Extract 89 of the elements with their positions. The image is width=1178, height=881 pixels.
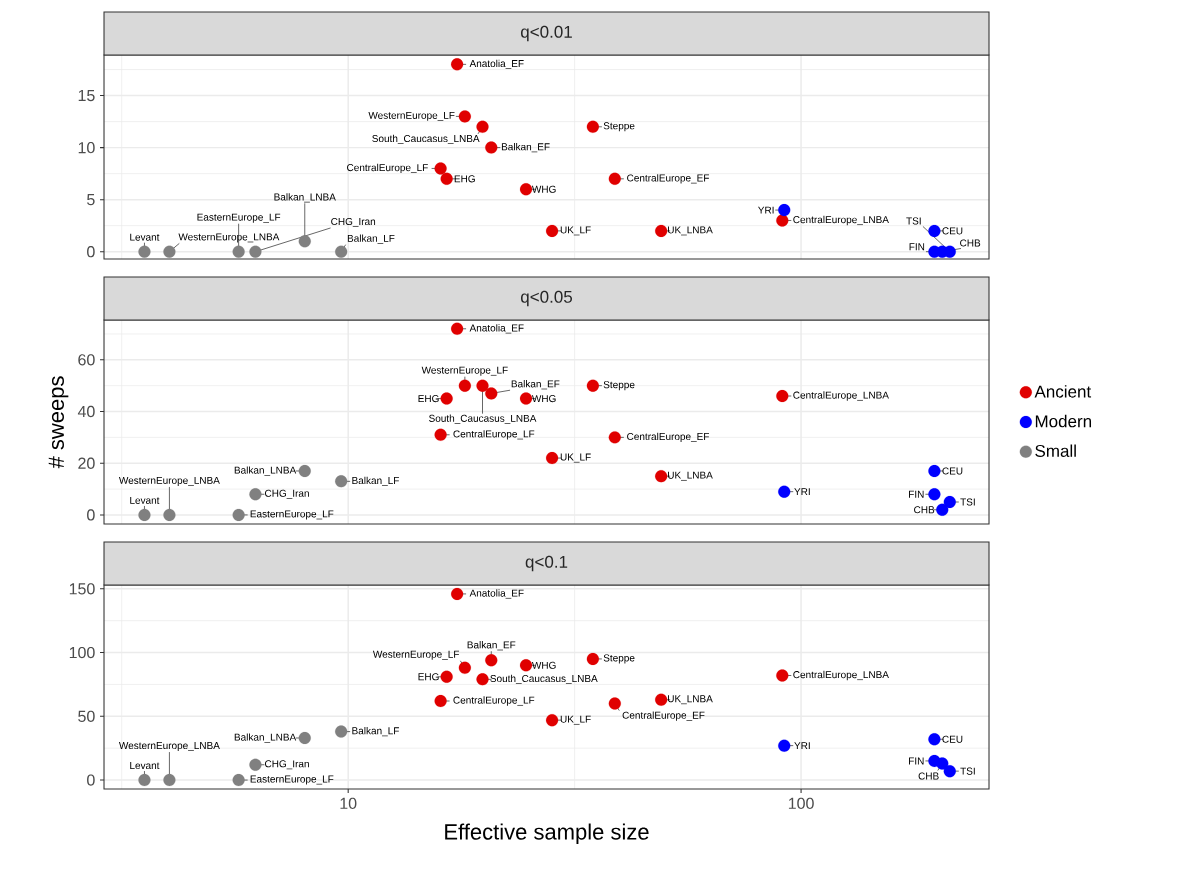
annotation: UK_LF <box>560 226 591 236</box>
annotation: Levant <box>130 762 160 770</box>
annotation: UK_LNBA <box>668 695 713 705</box>
annotation: CentralEurope_EF <box>627 174 710 184</box>
annotation: CHB <box>918 772 939 780</box>
chart-title: q<0.1 <box>525 555 568 572</box>
annotation: Balkan_LNBA <box>234 466 297 476</box>
annotation: CentralEurope_LF <box>453 430 535 440</box>
annotation: Balkan_LF <box>347 234 395 244</box>
annotation: Steppe <box>603 381 635 391</box>
annotation: FIN <box>909 243 925 251</box>
annotation: Anatolia_EF <box>469 59 524 69</box>
y-tick-label: 150 <box>69 583 95 595</box>
y-tick-label: 60 <box>78 354 95 366</box>
chart-title: q<0.05 <box>520 290 573 307</box>
annotation: Anatolia_EF <box>469 589 524 599</box>
annotation: WesternEurope_LF <box>421 366 508 376</box>
annotation: Balkan_EF <box>467 641 516 651</box>
annotation: WHG <box>531 395 556 403</box>
chart-title: q<0.01 <box>520 25 572 42</box>
annotation: CentralEurope_EF <box>622 711 705 721</box>
annotation: FIN <box>909 490 924 498</box>
annotation: Balkan_LF <box>352 476 399 486</box>
annotation: South_Caucasus_LNBA <box>429 414 537 424</box>
annotation: CHG_Iran <box>265 760 309 770</box>
annotation: TSI <box>906 217 921 225</box>
y-tick-label: 15 <box>78 90 95 102</box>
y-axis-title: # sweeps <box>48 376 69 469</box>
y-tick-label: 10 <box>78 141 95 154</box>
y-tick-label: 0 <box>87 774 95 786</box>
annotation: EasternEurope_LF <box>250 510 334 520</box>
annotation: FIN <box>909 757 924 765</box>
annotation: WHG <box>531 185 556 193</box>
y-tick-label: 100 <box>69 646 95 659</box>
annotation: CHB <box>914 506 935 514</box>
annotation: TSI <box>960 498 975 506</box>
annotation: CHG_Iran <box>265 489 309 499</box>
legend-label: Small <box>1035 444 1076 457</box>
annotation: EHG <box>418 673 439 681</box>
annotation: WesternEurope_LF <box>368 111 455 121</box>
annotation: CEU <box>942 735 963 743</box>
y-tick-label: 5 <box>87 194 95 206</box>
annotation: CentralEurope_LNBA <box>793 670 889 681</box>
annotation: CentralEurope_LF <box>347 163 428 174</box>
y-tick-label: 50 <box>78 710 95 722</box>
annotation: Steppe <box>603 654 635 664</box>
annotation: Balkan_EF <box>511 380 560 390</box>
annotation: Balkan_LF <box>352 727 399 737</box>
annotation: EasternEurope_LF <box>250 775 334 785</box>
annotation: South_Caucasus_LNBA <box>372 134 480 144</box>
annotation: UK_LF <box>560 453 591 463</box>
annotation: Balkan_LNBA <box>234 733 297 743</box>
annotation: WHG <box>531 661 556 669</box>
annotation: UK_LNBA <box>668 471 713 481</box>
y-tick-label: 20 <box>78 457 95 469</box>
annotation: UK_LNBA <box>668 226 713 236</box>
annotation: WesternEurope_LNBA <box>118 742 220 752</box>
annotation: CentralEurope_LNBA <box>793 391 889 401</box>
annotation: WesternEurope_LNBA <box>178 233 280 243</box>
annotation: YRI <box>794 488 810 496</box>
legend-label: Modern <box>1035 414 1092 428</box>
y-tick-label: 0 <box>87 509 95 521</box>
annotation: Anatolia_EF <box>469 324 524 334</box>
annotation: CHG_Iran <box>331 217 376 227</box>
annotation: UK_LF <box>560 715 591 725</box>
annotation: Balkan_EF <box>501 143 550 153</box>
annotation: CEU <box>942 467 963 475</box>
annotation: Levant <box>130 233 160 241</box>
annotation: TSI <box>960 767 975 775</box>
annotation: CHB <box>960 239 981 247</box>
annotation: CEU <box>942 227 963 235</box>
annotation: Steppe <box>603 122 635 132</box>
legend-label: Ancient <box>1034 385 1092 398</box>
annotation: WesternEurope_LF <box>372 650 460 660</box>
annotation: EasternEurope_LF <box>197 213 281 223</box>
annotation: YRI <box>758 206 774 214</box>
annotation: CentralEurope_EF <box>627 432 710 443</box>
annotation: YRI <box>794 742 810 750</box>
annotation: WesternEurope_LNBA <box>118 476 220 486</box>
annotation: South_Caucasus_LNBA <box>490 674 598 684</box>
x-axis-title: Effective sample size <box>445 823 649 845</box>
y-tick-label: 0 <box>87 246 95 258</box>
annotation: CentralEurope_LNBA <box>793 215 889 226</box>
annotation: Balkan_LNBA <box>274 193 336 203</box>
annotation: CentralEurope_LF <box>453 696 535 706</box>
annotation: EHG <box>418 395 439 403</box>
y-tick-label: 40 <box>77 405 95 418</box>
annotation: Levant <box>130 496 160 504</box>
annotation: EHG <box>454 175 475 183</box>
